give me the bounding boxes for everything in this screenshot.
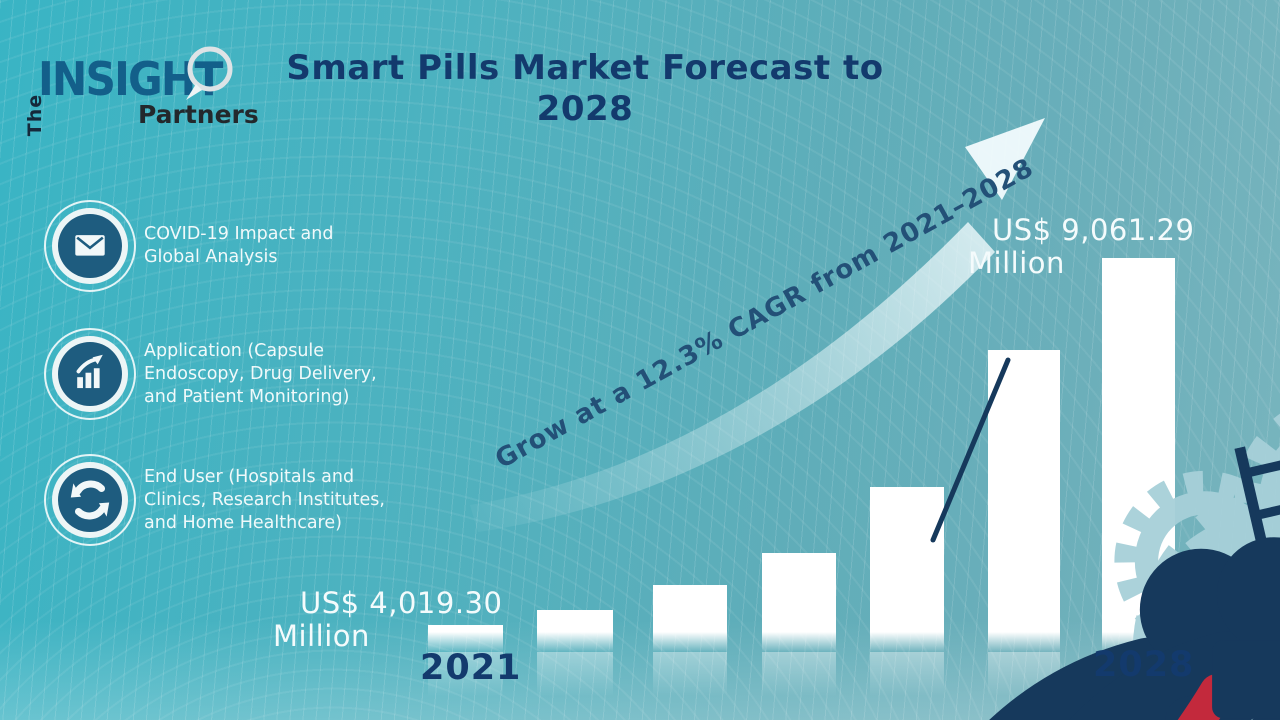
- feature-text: End User (Hospitals and Clinics, Researc…: [144, 467, 385, 533]
- bar-reflection: [428, 652, 503, 704]
- growth-arrow: [470, 118, 1045, 532]
- chart-bar-6: [988, 350, 1060, 652]
- magnifier-icon: [186, 46, 233, 100]
- chart-bar-3: [653, 585, 727, 652]
- chart-bar-2: [537, 610, 613, 652]
- end-year-label: 2028: [1093, 645, 1195, 685]
- bar-reflection: [653, 652, 727, 704]
- envelope-icon: [44, 200, 136, 292]
- chart-bar-5: [870, 487, 944, 652]
- feature-end-user: End User (Hospitals and Clinics, Researc…: [44, 454, 388, 547]
- feature-text: COVID-19 Impact and Global Analysis: [144, 224, 334, 267]
- end-value-label: US$ 9,061.29: [992, 213, 1195, 247]
- start-year-label: 2021: [420, 648, 522, 688]
- climbing-pole: [930, 357, 1011, 543]
- logo-partners: Partners: [138, 100, 259, 129]
- sync-arrows-icon: [44, 454, 136, 547]
- feature-covid: COVID-19 Impact and Global Analysis: [44, 200, 388, 292]
- start-value-unit: Million: [273, 619, 370, 653]
- bar-reflection: [762, 652, 836, 704]
- chart-bar-2021: [428, 625, 503, 652]
- page-title: Smart Pills Market Forecast to 2028: [286, 48, 884, 130]
- feature-text: Application (Capsule Endoscopy, Drug Del…: [144, 341, 377, 407]
- bar-reflection: [870, 652, 944, 704]
- feature-application: Application (Capsule Endoscopy, Drug Del…: [44, 328, 388, 421]
- bar-reflection: [537, 652, 613, 704]
- start-value-label: US$ 4,019.30: [300, 586, 503, 620]
- growth-chart-icon: [44, 328, 136, 421]
- end-value-unit: Million: [968, 246, 1065, 280]
- chart-bar-4: [762, 553, 836, 652]
- brand-logo: The INSIGHT Partners: [12, 44, 262, 136]
